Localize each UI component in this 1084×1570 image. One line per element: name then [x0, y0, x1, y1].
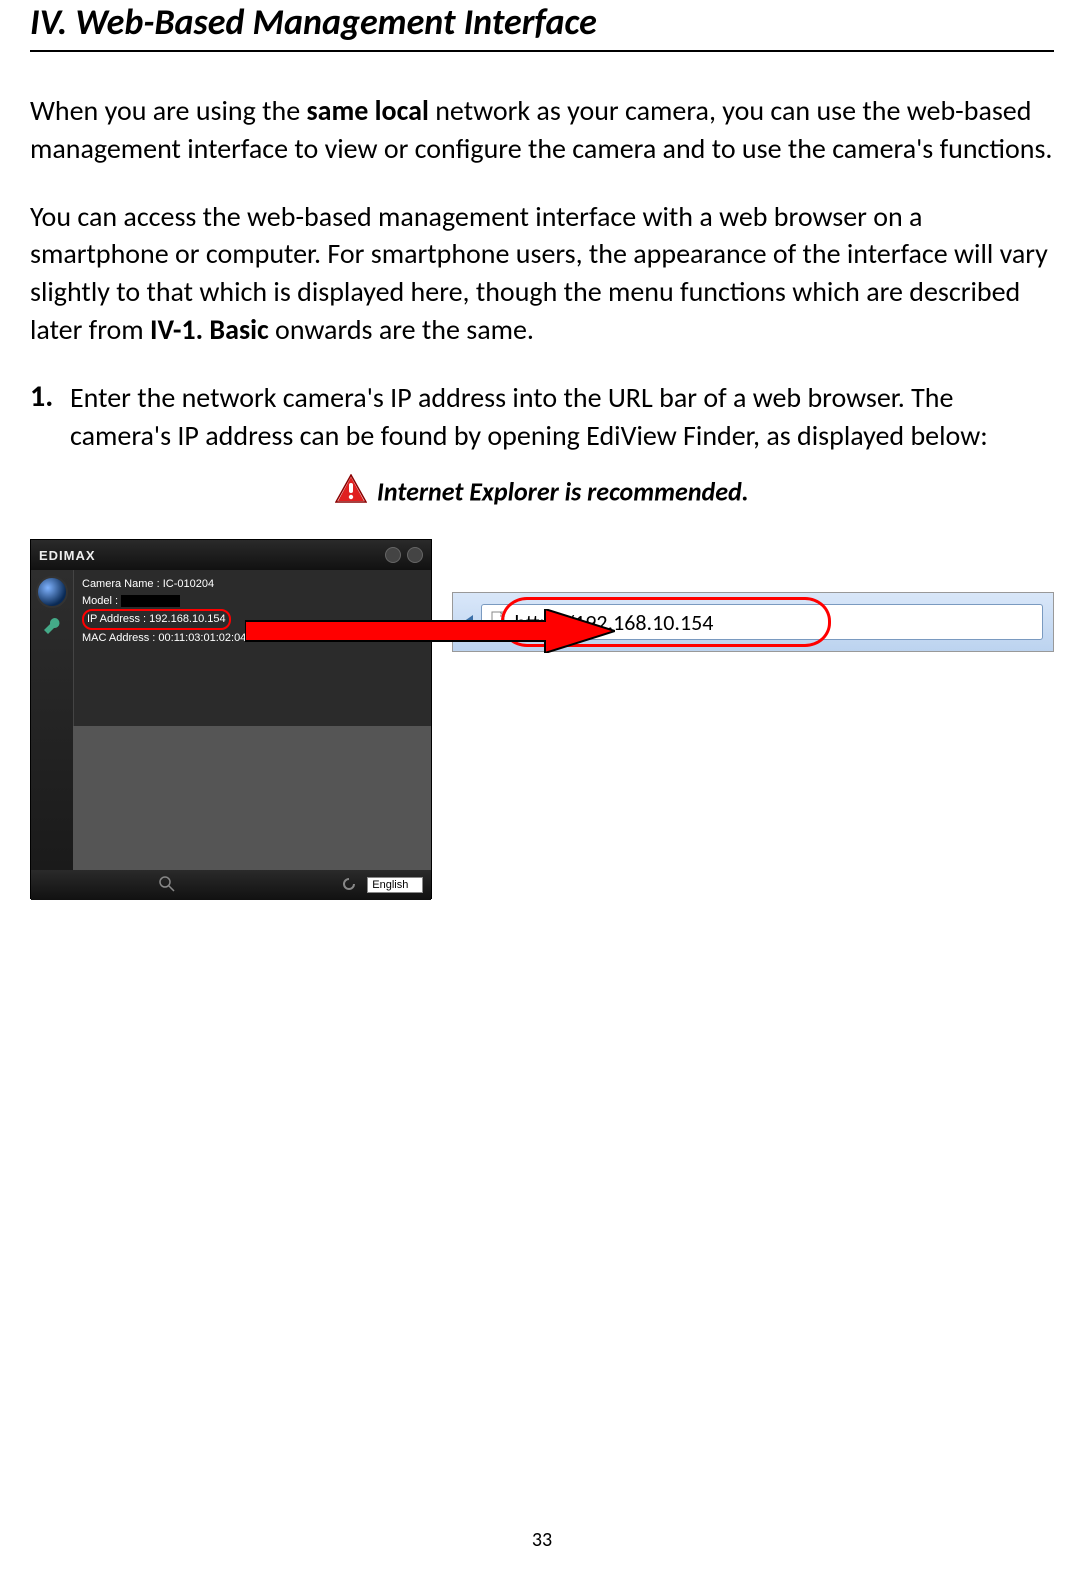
camera-name-label: Camera Name :: [82, 578, 160, 590]
arrow-icon: [245, 609, 615, 653]
ip-address-highlight: IP Address : 192.168.10.154: [82, 609, 231, 630]
para2-b: onwards are the same.: [269, 312, 534, 347]
model-redacted: XXXXXXXX: [121, 595, 180, 607]
step-1: 1. Enter the network camera's IP address…: [30, 379, 1054, 455]
camera-name-value: IC-010204: [163, 578, 214, 590]
step-1-number: 1.: [30, 377, 53, 418]
intro-para-2: You can access the web-based management …: [30, 198, 1054, 349]
close-icon[interactable]: [407, 547, 423, 563]
camera-icon[interactable]: [36, 576, 68, 608]
intro-para-1: When you are using the same local networ…: [30, 92, 1054, 168]
wrench-icon[interactable]: [42, 616, 62, 641]
para1-bold: same local: [306, 93, 428, 128]
warning-icon: [335, 474, 367, 509]
model-label: Model :: [82, 595, 118, 607]
recommendation-note: Internet Explorer is recommended.: [30, 474, 1054, 509]
mac-label: MAC Address :: [82, 632, 155, 644]
search-icon[interactable]: [159, 876, 175, 895]
finder-titlebar: EDIMAX: [31, 540, 431, 570]
ediview-finder-window: EDIMAX Camera Name : IC-010204 Model : X…: [30, 539, 432, 899]
mac-value: 00:11:03:01:02:04: [158, 632, 246, 644]
finder-brand: EDIMAX: [39, 548, 96, 563]
ip-label: IP Address :: [87, 613, 146, 625]
note-text: Internet Explorer is recommended.: [377, 476, 749, 508]
finder-sidebar: [31, 570, 73, 870]
minimize-icon[interactable]: [385, 547, 401, 563]
ip-value: 192.168.10.154: [149, 613, 225, 625]
page-number: 33: [0, 1528, 1084, 1552]
page-title: IV. Web-Based Management Interface: [30, 0, 1054, 52]
para1-a: When you are using the: [30, 93, 306, 128]
step-1-text: Enter the network camera's IP address in…: [70, 380, 988, 453]
para2-bold: IV-1. Basic: [150, 312, 269, 347]
finder-footer: English: [31, 870, 431, 900]
finder-window-buttons: [385, 547, 423, 563]
refresh-icon[interactable]: [341, 876, 357, 895]
language-select[interactable]: English: [367, 877, 423, 893]
figure-row: EDIMAX Camera Name : IC-010204 Model : X…: [30, 539, 1054, 899]
finder-empty-area: [73, 726, 431, 870]
